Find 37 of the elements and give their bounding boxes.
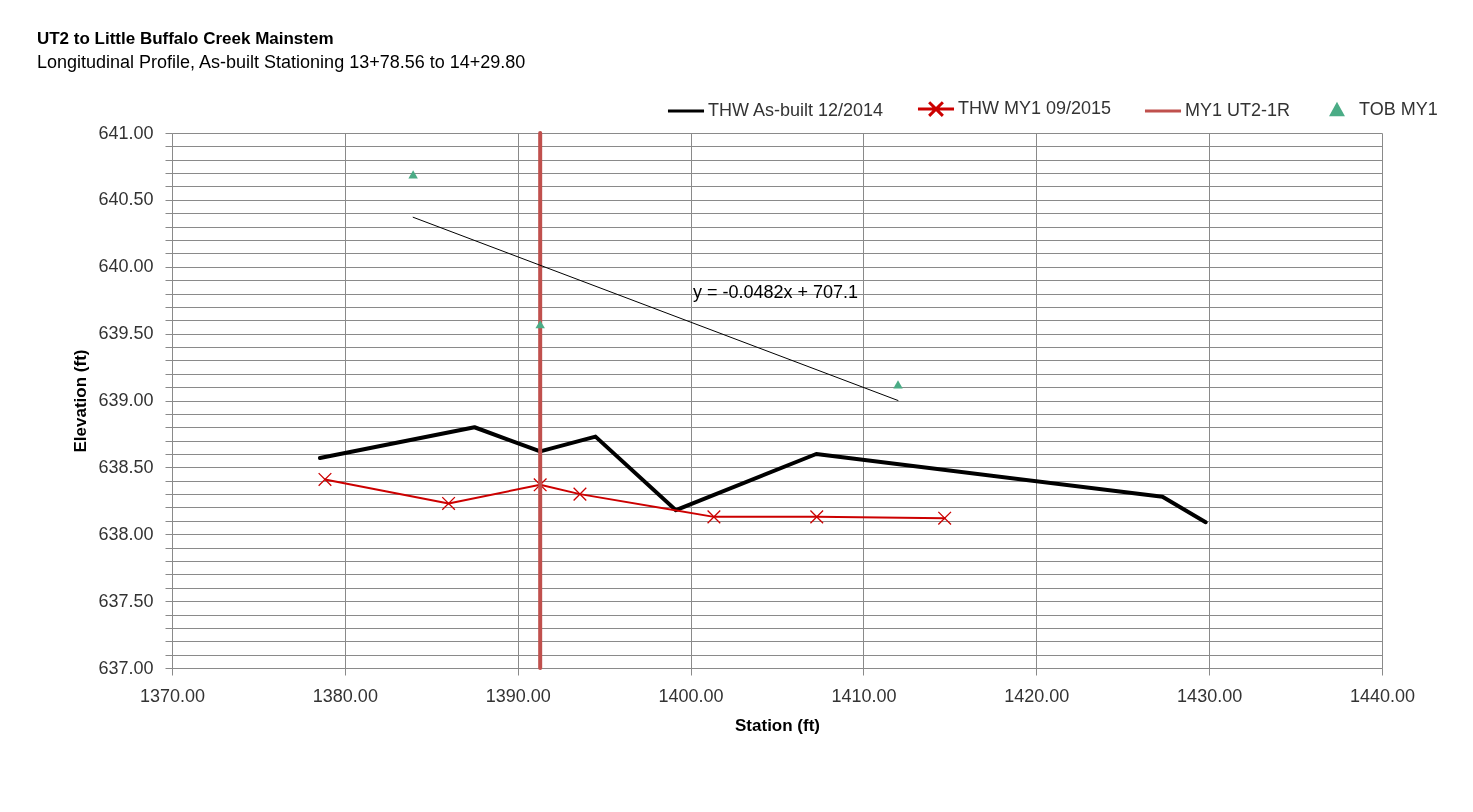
y-tick-label: 641.00 [98,122,154,143]
chart-title: UT2 to Little Buffalo Creek Mainstem [36,29,334,48]
chart-subtitle: Longitudinal Profile, As-built Stationing 13+78.56 to 14+29.80 [36,52,526,72]
point [893,380,903,389]
line-series [317,425,1208,525]
y-tick-label: 638.50 [98,456,154,477]
x-tick-label: 1400.00 [658,685,724,706]
x-tick-label: 1370.00 [139,685,206,706]
y-tick-label: 638.00 [98,523,154,544]
point [318,472,332,487]
point [937,511,952,526]
y-tick-label: 640.50 [98,189,154,210]
point [572,487,587,502]
legend-label: THW As-built 12/2014 [708,100,884,120]
x-tick-label: 1380.00 [312,685,378,706]
x-axis-title: Station (ft) [735,715,820,735]
legend-label: MY1 UT2-1R [1185,100,1291,120]
y-tick-label: 639.50 [98,323,154,344]
point [706,509,721,524]
annotation: y = -0.0482x + 707.1 [693,282,859,302]
x-tick-label: 1420.00 [1004,685,1070,706]
point [408,170,418,179]
y-tick-label: 637.50 [98,590,154,611]
x-tick-label: 1390.00 [485,685,551,706]
x-tick-label: 1440.00 [1349,685,1416,706]
point [809,509,824,524]
x-tick-label: 1410.00 [831,685,897,706]
x-tick-label: 1430.00 [1177,685,1243,706]
point [535,320,545,329]
y-axis-title: Elevation (ft) [71,349,91,453]
legend-label: TOB MY1 [1359,99,1438,120]
point [441,496,456,511]
point [533,477,548,492]
y-tick-label: 639.00 [98,390,154,410]
y-tick-label: 640.00 [98,256,154,277]
legend-label: THW MY1 09/2015 [958,98,1112,119]
y-tick-label: 637.00 [98,657,154,678]
